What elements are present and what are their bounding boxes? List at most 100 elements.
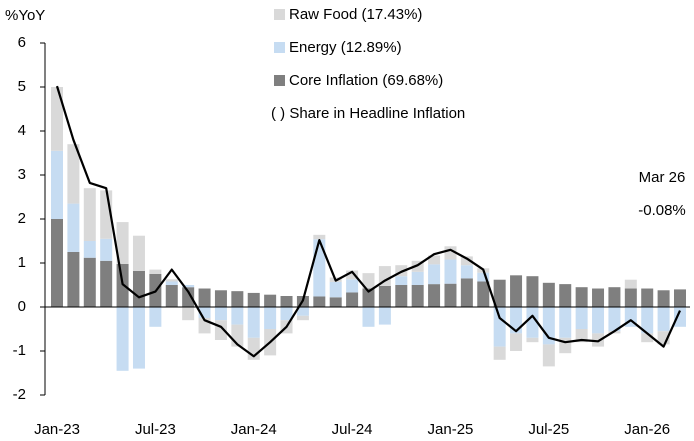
bar-segment [641,288,654,307]
y-tick-label: 4 [18,122,26,139]
bar-segment [493,279,506,307]
x-tick-label: Jan-24 [231,421,277,438]
bar-segment [231,291,244,307]
y-tick-label: -2 [13,386,26,403]
bar-segment [542,282,555,307]
bar-segment [493,346,506,360]
bar-segment [51,150,63,219]
bar-segment [592,307,605,334]
bar-segment [362,288,375,307]
bar-segment [444,283,457,307]
bar-segment [231,307,244,325]
bar-segment [329,297,342,307]
bar-segment [132,235,145,271]
bar-segment [378,307,391,325]
bar-segment [100,238,113,261]
bar-segment [149,307,162,327]
bar-segment [674,289,686,307]
bar-segment [624,279,637,289]
bar-segment [460,265,473,279]
bar-segment [362,273,375,289]
bar-segment [165,279,178,282]
bar-segment [198,288,211,307]
bar-segment [182,307,195,321]
bar-segment [149,269,162,274]
bar-segment [575,287,588,307]
x-tick-label: Jan-25 [428,421,474,438]
bar-segment [132,307,145,369]
x-tick-label: Jul-25 [528,421,569,438]
bar-segment [428,264,441,285]
bar-segment [313,234,326,240]
bar-segment [608,287,621,307]
y-axis-label: %YoY [5,7,45,24]
bar-segment [526,307,539,338]
bar-segment [198,307,211,318]
bar-segment [624,288,637,307]
y-tick-label: -1 [13,342,26,359]
bar-segment [296,307,309,316]
bar-segment [378,266,391,286]
bar-segment [346,292,359,307]
x-tick-label: Jul-23 [135,421,176,438]
bar-segment [510,275,523,307]
bar-segment [641,333,654,343]
bar-segment [83,257,96,307]
annotation: Mar 26 [639,169,686,186]
bar-segment [51,87,63,151]
legend-swatch [274,9,285,20]
x-tick-label: Jan-23 [34,421,80,438]
bar-segment [100,260,113,307]
annotation: -0.08% [638,202,686,219]
bar-segment [592,333,605,347]
bar-segment [674,307,686,327]
bar-segment [67,252,80,307]
y-tick-label: 5 [18,78,26,95]
bar-segment [428,284,441,307]
bar-segment [444,259,457,284]
bar-segment [247,292,260,307]
bar-segment [477,281,490,307]
legend-swatch [274,42,285,53]
bar-segment [214,290,227,307]
bar-segment [460,278,473,307]
bar-segment [510,333,523,351]
headline-line [55,85,682,358]
bar-segment [346,279,359,293]
bar-segment [83,188,96,241]
bar-segment [575,329,588,343]
y-tick-label: 2 [18,210,26,227]
bar-segment [280,307,293,321]
bar-segment [313,296,326,307]
bar-segment [559,307,572,338]
bar-segment [428,255,441,265]
bar-segment [592,288,605,307]
legend-note: ( ) Share in Headline Inflation [271,105,465,122]
bar-segment [182,285,195,288]
bar-segment [542,344,555,367]
bar-segment [526,337,539,343]
bar-segment [559,284,572,307]
legend-label: Raw Food (17.43%) [289,6,422,23]
legend-swatch [274,75,285,86]
bar-segment [296,315,309,321]
bar-segment [329,281,342,298]
y-tick-label: 6 [18,34,26,51]
bar-segment [657,290,670,307]
bar-segment [264,294,277,307]
bar-segment [247,307,260,338]
bar-segment [460,256,473,266]
bar-segment [608,307,621,332]
bar-segment [51,219,63,307]
legend-label: Energy (12.89%) [289,39,402,56]
bar-segment [378,285,391,307]
bar-segment [165,285,178,307]
bar-segment [116,307,129,371]
bar-segment [657,307,670,332]
y-tick-label: 3 [18,166,26,183]
bar-segment [411,271,424,285]
bar-segment [132,270,145,307]
bar-segment [395,285,408,307]
x-tick-label: Jul-24 [332,421,373,438]
